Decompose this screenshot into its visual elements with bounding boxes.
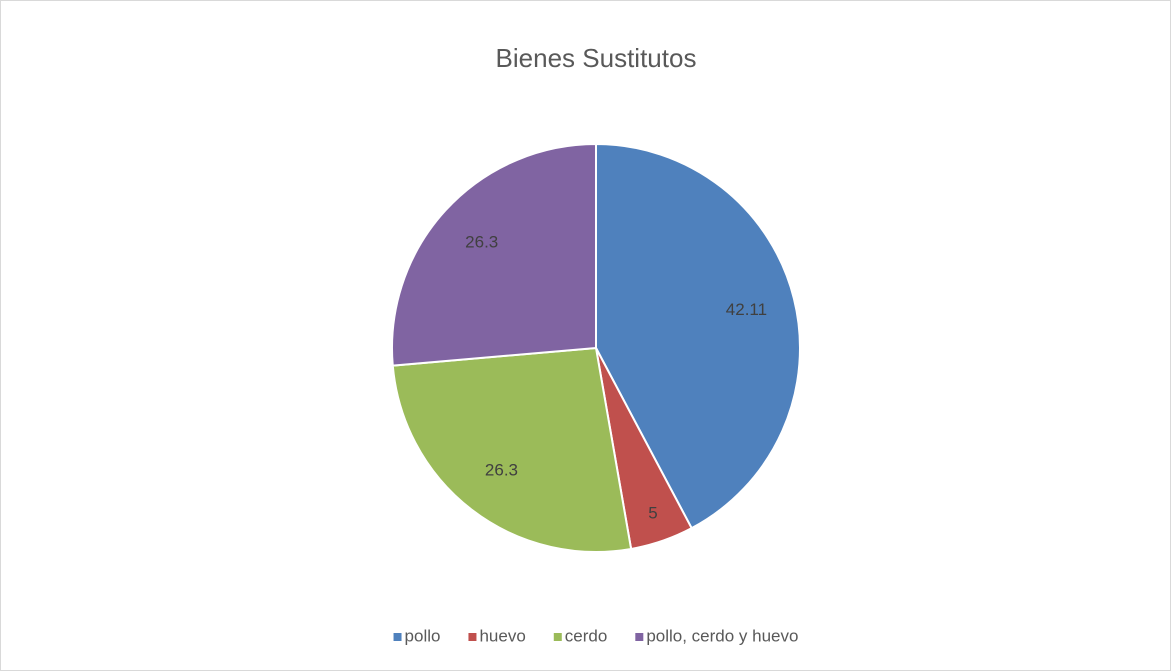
- data-label: 26.3: [485, 460, 518, 479]
- pie-slice: [391, 142, 597, 367]
- legend-label: huevo: [479, 626, 525, 645]
- legend-marker: [553, 633, 562, 641]
- legend-marker: [393, 633, 402, 641]
- legend-label: pollo: [405, 626, 441, 645]
- data-label: 26.3: [465, 233, 498, 252]
- legend-label: cerdo: [565, 626, 608, 645]
- pie-slice: [595, 142, 801, 530]
- pie-slice: [391, 346, 633, 553]
- legend-label: pollo, cerdo y huevo: [646, 626, 798, 645]
- data-label: 42.11: [726, 300, 767, 319]
- data-label: 5: [648, 503, 657, 522]
- chart-title: Bienes Sustitutos: [496, 43, 697, 73]
- legend-marker: [635, 633, 644, 641]
- legend-marker: [468, 633, 477, 641]
